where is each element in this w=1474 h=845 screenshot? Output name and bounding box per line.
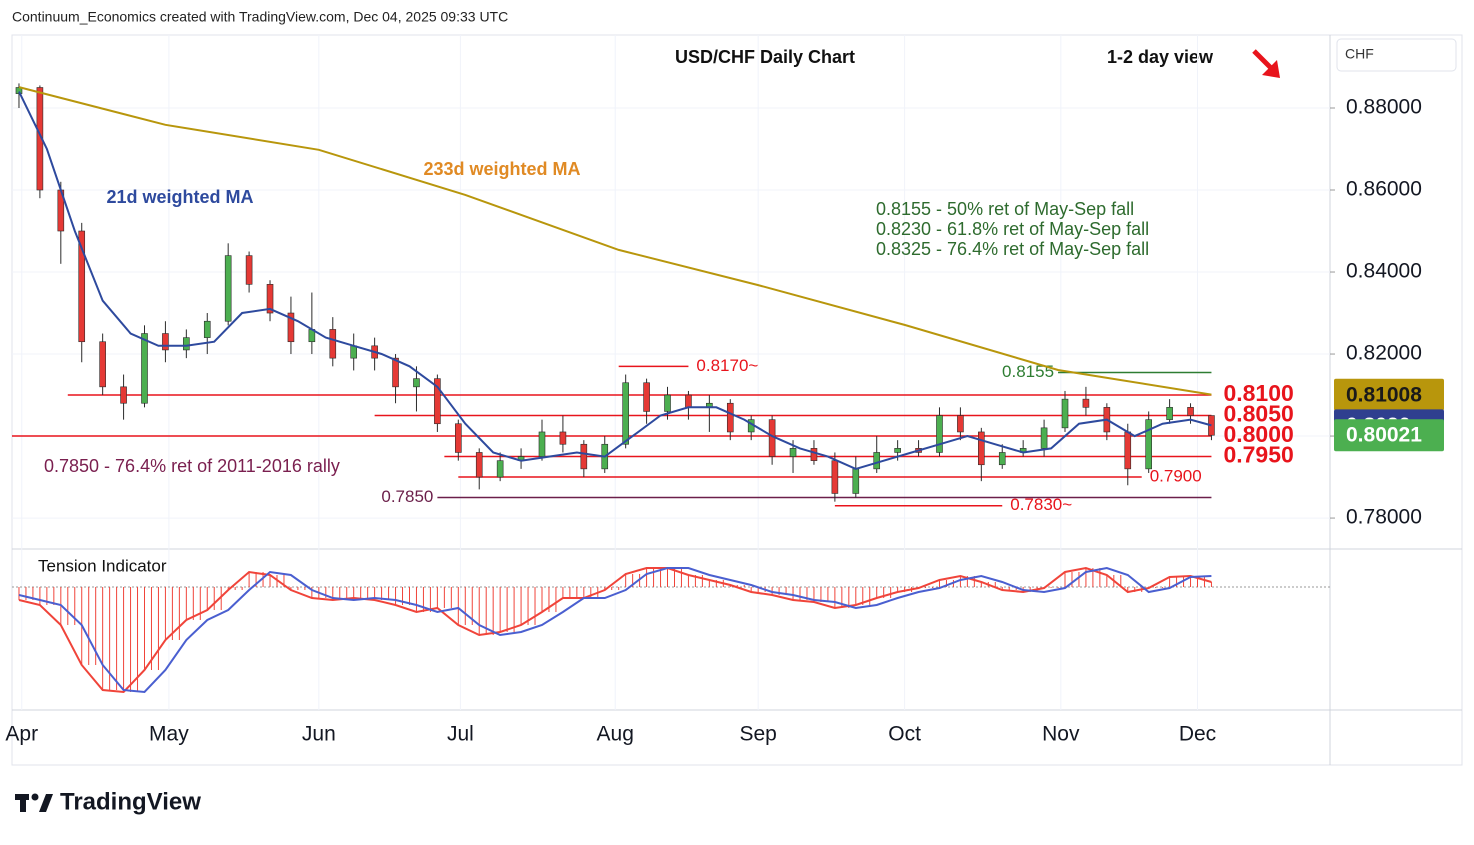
- indicator-title: Tension Indicator: [38, 556, 167, 575]
- candle-body: [936, 415, 943, 453]
- level-label: 0.7830~: [1010, 495, 1072, 514]
- candle-body: [873, 452, 881, 470]
- candle-body: [622, 382, 629, 445]
- candle-body: [329, 329, 337, 359]
- candle-body: [350, 345, 358, 359]
- candle-body: [496, 460, 504, 478]
- candle-body: [1166, 407, 1173, 420]
- candle-body: [789, 448, 797, 457]
- candle-body: [998, 452, 1006, 466]
- candle-body: [1145, 419, 1152, 470]
- price-label: 0.80021: [1346, 424, 1422, 447]
- y-tick-label: 0.78000: [1346, 506, 1422, 529]
- annotation: 0.8230 - 61.8% ret of May-Sep fall: [876, 219, 1149, 239]
- candle-body: [559, 431, 567, 445]
- moving-average: [18, 86, 1212, 396]
- candle-body: [810, 448, 818, 461]
- y-tick-label: 0.86000: [1346, 178, 1422, 201]
- candle-body: [434, 378, 441, 425]
- candle-body: [685, 394, 692, 408]
- level-label: 0.7950: [1223, 442, 1293, 468]
- attribution: Continuum_Economics created with Trading…: [12, 9, 508, 25]
- candle-body: [538, 431, 546, 457]
- level-label: 0.8155: [1002, 362, 1054, 381]
- candle-body: [1187, 407, 1194, 416]
- candle-body: [580, 443, 588, 470]
- annotation: 0.8325 - 76.4% ret of May-Sep fall: [876, 239, 1149, 259]
- y-tick-label: 0.84000: [1346, 260, 1422, 283]
- annotation: 0.8155 - 50% ret of May-Sep fall: [876, 199, 1134, 219]
- candle-body: [203, 320, 211, 338]
- level-label: 0.7850: [381, 487, 433, 506]
- candle-body: [1082, 398, 1090, 408]
- x-tick-label: Aug: [597, 723, 634, 746]
- candle-body: [894, 448, 901, 453]
- x-tick-label: Apr: [5, 723, 38, 746]
- candle-body: [120, 386, 127, 404]
- currency-label: CHF: [1345, 46, 1374, 62]
- candle-body: [1124, 431, 1132, 470]
- candle-body: [245, 255, 253, 285]
- level-label: 0.8050: [1223, 401, 1293, 427]
- y-tick-label: 0.88000: [1346, 96, 1422, 119]
- annotation: 0.7850 - 76.4% ret of 2011-2016 rally: [44, 456, 340, 476]
- price-label-box: [1334, 419, 1444, 452]
- candle-body: [224, 255, 232, 322]
- candle-body: [726, 402, 734, 433]
- brand-logo: [15, 793, 53, 812]
- candle-body: [141, 333, 148, 404]
- candle-body: [1061, 398, 1069, 429]
- candle-body: [978, 431, 985, 466]
- candle-body: [99, 341, 106, 388]
- x-tick-label: Sep: [739, 723, 776, 746]
- chart-title: USD/CHF Daily Chart: [675, 47, 855, 67]
- level-label: 0.8000: [1223, 421, 1293, 447]
- currency-box: [1336, 38, 1457, 72]
- candle-body: [392, 357, 399, 388]
- level-label: 0.8100: [1223, 380, 1293, 406]
- x-tick-label: Oct: [888, 723, 921, 746]
- x-tick-label: Nov: [1042, 723, 1080, 746]
- candle-body: [831, 460, 839, 494]
- candle-body: [957, 415, 964, 433]
- candle-body: [852, 468, 860, 494]
- x-tick-label: May: [149, 723, 189, 746]
- brand: TradingView: [60, 788, 201, 815]
- candle-body: [162, 333, 169, 351]
- price-label-box: [1334, 378, 1444, 411]
- price-label: 0.81008: [1346, 383, 1422, 406]
- indicator-line: [18, 566, 1212, 694]
- candle-body: [287, 312, 295, 343]
- x-tick-label: Jul: [447, 723, 474, 746]
- candle-body: [78, 230, 86, 343]
- annotation: 233d weighted MA: [423, 159, 580, 179]
- view-arrow: [1252, 49, 1280, 78]
- candle-body: [475, 452, 483, 478]
- candle-body: [266, 284, 274, 314]
- level-label: 0.8170~: [696, 356, 758, 375]
- candle-body: [183, 337, 190, 351]
- candle-body: [1040, 427, 1048, 449]
- annotation: 21d weighted MA: [106, 187, 253, 207]
- candle-body: [413, 378, 420, 388]
- candle-body: [643, 382, 650, 412]
- level-label: 0.7900: [1150, 467, 1202, 486]
- y-tick-label: 0.82000: [1346, 342, 1422, 365]
- indicator-line: [18, 566, 1212, 694]
- candle-body: [664, 394, 671, 412]
- x-tick-label: Jun: [302, 723, 336, 746]
- candle-body: [455, 423, 462, 453]
- chart-subtitle: 1-2 day view: [1107, 47, 1214, 67]
- frame: [11, 34, 1463, 766]
- x-tick-label: Dec: [1179, 723, 1216, 746]
- moving-average: [18, 91, 1212, 470]
